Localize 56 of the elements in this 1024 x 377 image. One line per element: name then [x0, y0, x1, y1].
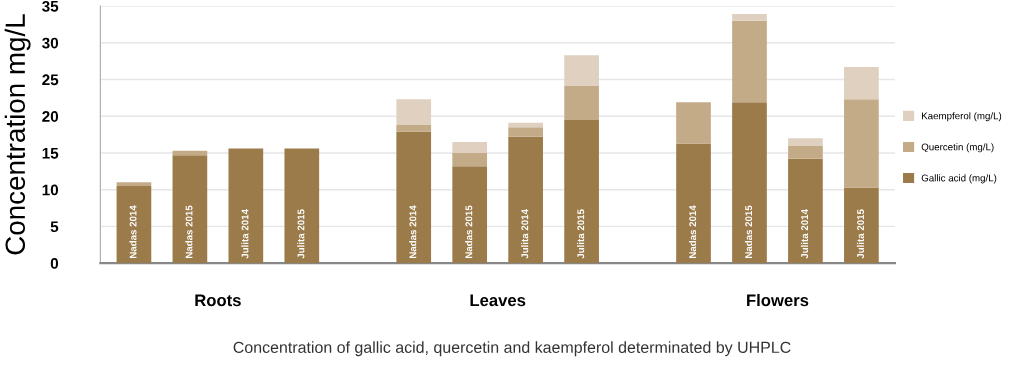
- bar: [732, 14, 767, 21]
- bar: [396, 131, 432, 264]
- bar: [788, 145, 823, 159]
- text: Flowers: [747, 293, 809, 307]
- x-tick-label: Nadas 2015: [465, 205, 473, 259]
- bar: [676, 102, 711, 144]
- x-tick-label: Nadas 2014: [688, 205, 697, 259]
- text: Roots: [195, 294, 241, 307]
- x-tick-label: Julita 2015: [577, 209, 585, 259]
- x-tick-label: Julita 2015: [856, 209, 865, 259]
- y-tick-label: 25: [42, 74, 59, 86]
- bar: [844, 99, 879, 188]
- y-tick-label: 0: [50, 258, 59, 269]
- bar: [732, 20, 767, 103]
- x-tick-label: Nadas 2014: [409, 205, 417, 259]
- y-tick-label: 5: [50, 221, 59, 233]
- legend-label: Kaempferol (mg/L): [922, 112, 1002, 122]
- y-tick-label: 20: [42, 111, 59, 122]
- bar: [284, 148, 320, 264]
- bar: [844, 67, 879, 100]
- bar: [508, 127, 543, 137]
- x-tick-label: Julita 2014: [241, 209, 249, 259]
- bar: [788, 138, 823, 146]
- y-tick-label: 30: [42, 37, 59, 49]
- legend-label: Gallic acid (mg/L): [921, 174, 997, 184]
- x-tick-label: Julita 2014: [521, 209, 529, 259]
- y-tick-label: 35: [42, 0, 59, 12]
- text: Concentration of gallic acid, quercetin and kaempferol determinated by UHPLC: [233, 341, 791, 357]
- bar: [452, 141, 488, 153]
- y-axis-title: Concentration mg/L: [4, 14, 31, 255]
- y-tick-label: 10: [42, 184, 59, 196]
- bar: [508, 136, 543, 264]
- text: Leaves: [470, 294, 526, 307]
- bar: [396, 125, 432, 132]
- bar: [788, 158, 823, 264]
- bar: [452, 152, 488, 167]
- x-tick-label: Julita 2015: [297, 209, 305, 259]
- bar: [564, 86, 599, 120]
- bar: [172, 155, 208, 264]
- bar: [452, 166, 488, 264]
- x-tick-label: Nadas 2014: [129, 205, 137, 259]
- legend-label: Quercetin (mg/L): [921, 143, 994, 153]
- bar: [732, 102, 767, 264]
- bar: [676, 143, 711, 264]
- bar: [564, 55, 599, 87]
- bar: [116, 182, 152, 187]
- bar: [116, 186, 152, 264]
- bar: [564, 119, 599, 264]
- bar: [396, 99, 432, 126]
- y-tick-label: 15: [42, 147, 59, 159]
- bar: [228, 148, 264, 264]
- x-tick-label: Nadas 2015: [744, 205, 753, 259]
- x-tick-label: Nadas 2015: [185, 205, 193, 259]
- bar: [508, 122, 543, 128]
- x-tick-label: Julita 2014: [800, 209, 809, 259]
- bar: [844, 187, 879, 264]
